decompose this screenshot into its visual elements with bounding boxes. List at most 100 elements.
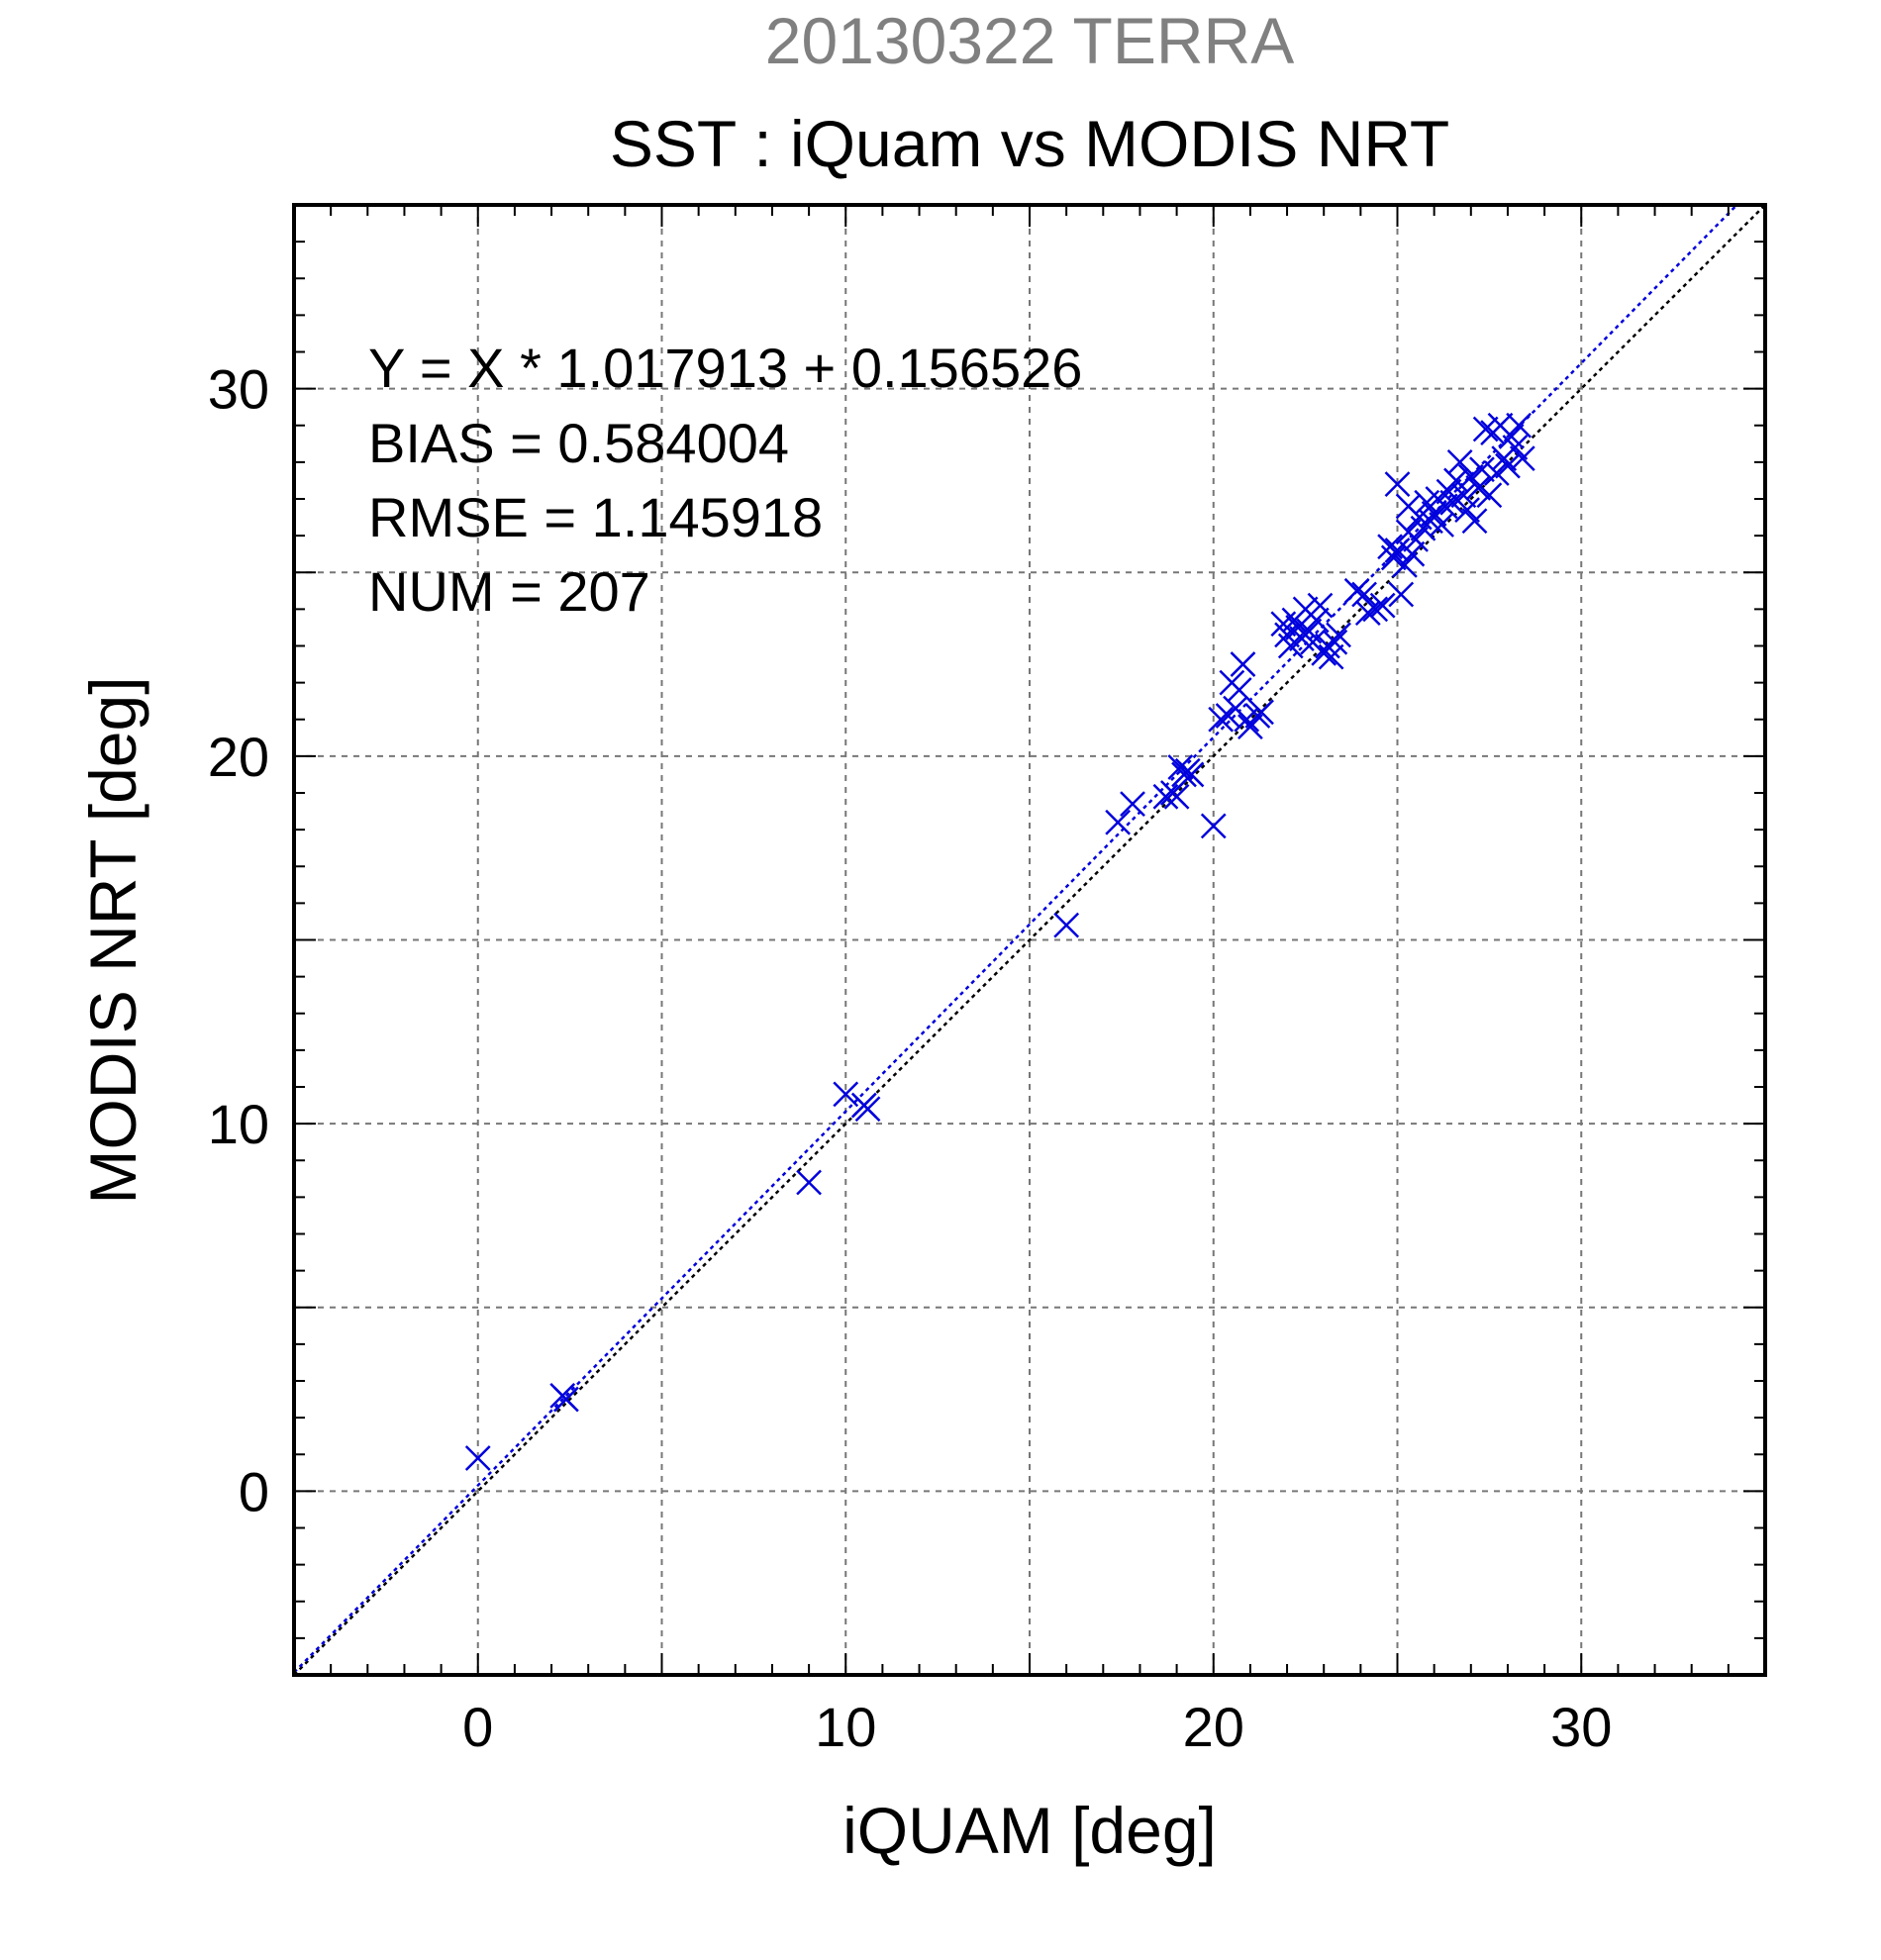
data-point [1439, 489, 1466, 516]
data-point-stroke [854, 1096, 881, 1123]
data-point [833, 1081, 859, 1108]
data-point [1354, 600, 1381, 626]
data-point [1421, 500, 1447, 527]
data-point-stroke [796, 1169, 822, 1196]
data-point-stroke [1454, 497, 1480, 524]
chart-suptitle: 20130322 TERRA [765, 4, 1294, 77]
data-point-stroke [1296, 618, 1323, 644]
data-point-stroke [1238, 714, 1263, 740]
y-tick-label: 10 [208, 1093, 269, 1155]
data-point [1152, 783, 1179, 810]
data-point [796, 1169, 822, 1196]
data-point-stroke [1388, 581, 1415, 608]
data-point-stroke [1465, 474, 1492, 501]
data-point [1454, 497, 1480, 524]
data-point [1226, 677, 1252, 703]
data-point-stroke [1208, 706, 1235, 733]
data-point [1322, 629, 1348, 655]
data-point-stroke [1303, 607, 1330, 634]
data-point-stroke [1469, 456, 1495, 483]
data-point [464, 1445, 491, 1471]
data-point-stroke [1318, 643, 1344, 670]
data-point-stroke [1502, 435, 1529, 460]
data-point-stroke [833, 1081, 859, 1108]
reference-lines [293, 204, 1766, 1676]
data-point-stroke [1439, 489, 1466, 516]
data-point-stroke [1429, 512, 1454, 538]
data-point [1388, 581, 1415, 608]
data-point [1502, 435, 1529, 460]
data-point-stroke [1450, 482, 1477, 509]
data-point-stroke [1326, 622, 1351, 648]
data-point [1053, 912, 1080, 938]
data-point-stroke [1167, 754, 1194, 780]
data-point [553, 1386, 579, 1413]
x-tick-label: 10 [815, 1696, 876, 1758]
data-point-stroke [1506, 412, 1532, 439]
data-point [1483, 460, 1510, 486]
stats-equation: Y = X * 1.017913 + 0.156526 [368, 337, 1082, 399]
data-point-stroke [1200, 813, 1227, 839]
data-point-stroke [1285, 615, 1312, 640]
data-points [464, 412, 1535, 1471]
x-tick-label: 20 [1183, 1696, 1244, 1758]
data-point [1163, 783, 1190, 810]
data-point-stroke [1476, 482, 1503, 509]
data-point-stroke [1152, 783, 1179, 810]
y-tick-label: 20 [208, 726, 269, 788]
data-point-stroke [1436, 478, 1462, 505]
data-point-stroke [1307, 592, 1334, 619]
data-point [1495, 452, 1521, 479]
data-point-stroke [1274, 622, 1300, 648]
data-point-stroke [1399, 540, 1426, 567]
one-to-one-line [293, 204, 1766, 1676]
data-point-stroke [1343, 577, 1370, 604]
data-point-stroke [1053, 912, 1080, 938]
data-point-stroke [1432, 493, 1458, 520]
data-point [1392, 551, 1418, 578]
data-point-stroke [1277, 633, 1304, 659]
plot-frame [292, 203, 1767, 1677]
data-point [1105, 809, 1132, 835]
data-point [1369, 592, 1396, 619]
stats-num: NUM = 207 [368, 560, 650, 623]
data-point [1509, 445, 1535, 472]
data-point [1362, 596, 1389, 623]
data-point-stroke [1248, 699, 1274, 726]
data-point [1384, 538, 1411, 563]
data-point [1326, 622, 1351, 648]
data-point-stroke [1178, 761, 1205, 788]
data-point [1230, 651, 1256, 677]
data-point-stroke [1457, 463, 1484, 490]
data-point [1384, 471, 1411, 498]
data-point [1178, 761, 1205, 788]
data-point [1120, 791, 1145, 818]
data-point [1399, 540, 1426, 567]
data-point-stroke [1461, 508, 1488, 535]
data-point-stroke [1392, 551, 1418, 578]
data-point [1476, 482, 1503, 509]
data-point [1208, 706, 1235, 733]
data-point [1318, 643, 1344, 670]
x-tick-label: 0 [462, 1696, 493, 1758]
data-point [1472, 416, 1499, 442]
data-point-stroke [1495, 452, 1521, 479]
data-point [854, 1096, 881, 1123]
data-point-stroke [1446, 448, 1473, 475]
y-axis-label: MODIS NRT [deg] [76, 676, 149, 1204]
data-point-stroke [1120, 791, 1145, 818]
data-point-stroke [1354, 600, 1381, 626]
data-point [1238, 714, 1263, 740]
data-point [1432, 493, 1458, 520]
data-point-stroke [1509, 445, 1535, 472]
y-tick-label: 0 [239, 1460, 269, 1522]
y-tick-label: 30 [208, 358, 269, 421]
stats-rmse: RMSE = 1.145918 [368, 486, 823, 548]
data-point [1450, 482, 1477, 509]
data-point-stroke [553, 1386, 579, 1413]
x-tick-label: 30 [1550, 1696, 1612, 1758]
data-point [1303, 607, 1330, 634]
data-point-stroke [1472, 416, 1499, 442]
data-point-stroke [1230, 651, 1256, 677]
data-point [1167, 754, 1194, 780]
